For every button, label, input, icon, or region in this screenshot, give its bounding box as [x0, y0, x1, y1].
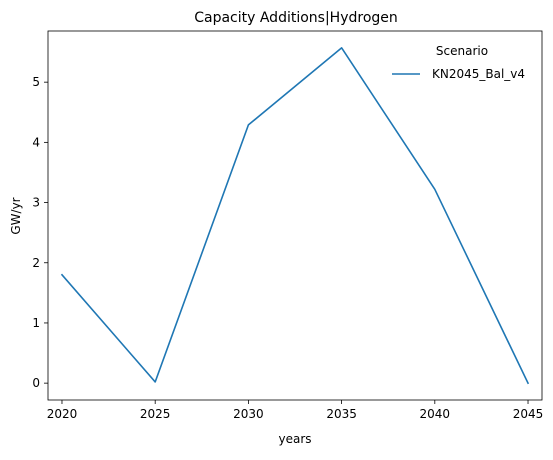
x-axis-ticks: 2020 2025 2030 2035 2040 2045	[47, 400, 544, 421]
x-axis-label: years	[278, 432, 311, 446]
x-tick-label: 2025	[140, 407, 171, 421]
legend-items: KN2045_Bal_v4	[392, 67, 525, 81]
y-axis-label: GW/yr	[9, 197, 23, 234]
x-tick-label: 2020	[47, 407, 78, 421]
y-tick-label: 3	[32, 196, 40, 210]
y-tick-label: 5	[32, 75, 40, 89]
y-tick-label: 4	[32, 135, 40, 149]
series-line	[60, 47, 530, 385]
legend: Scenario KN2045_Bal_v4	[392, 44, 525, 81]
x-tick-label: 2045	[513, 407, 544, 421]
series-group	[60, 47, 530, 385]
legend-title: Scenario	[436, 44, 488, 58]
plot-area-frame	[47, 30, 543, 401]
x-tick-label: 2030	[233, 407, 264, 421]
legend-label: KN2045_Bal_v4	[432, 67, 525, 81]
x-tick-label: 2040	[420, 407, 451, 421]
y-tick-label: 2	[32, 256, 40, 270]
y-tick-label: 0	[32, 376, 40, 390]
y-axis-ticks: 0 1 2 3 4 5	[32, 75, 48, 390]
chart-title: Capacity Additions|Hydrogen	[194, 10, 398, 26]
x-tick-label: 2035	[326, 407, 357, 421]
y-tick-label: 1	[32, 316, 40, 330]
